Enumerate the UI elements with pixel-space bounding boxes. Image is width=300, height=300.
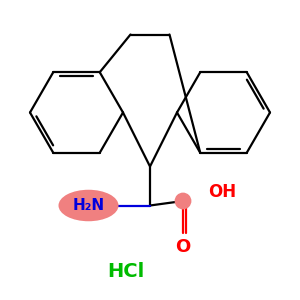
Text: HCl: HCl bbox=[107, 262, 145, 281]
Text: OH: OH bbox=[208, 183, 236, 201]
Text: H₂N: H₂N bbox=[72, 198, 105, 213]
Ellipse shape bbox=[58, 190, 118, 221]
Circle shape bbox=[175, 193, 191, 209]
Text: O: O bbox=[176, 238, 190, 256]
